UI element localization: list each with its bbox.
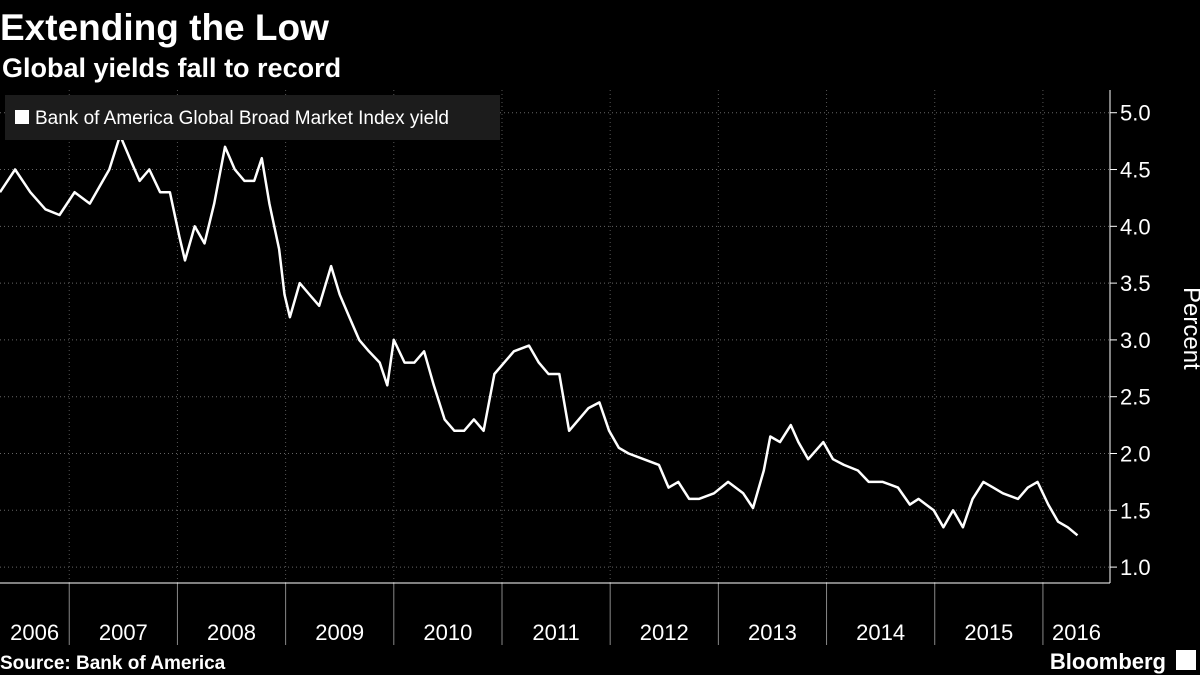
chart-title: Extending the Low	[0, 7, 329, 48]
x-tick-label: 2015	[964, 620, 1013, 645]
x-tick-label: 2016	[1052, 620, 1101, 645]
x-tick-label: 2009	[315, 620, 364, 645]
x-tick-label: 2011	[532, 620, 579, 645]
source: Source: Bank of America	[0, 653, 226, 674]
y-tick-label: 1.5	[1120, 498, 1151, 523]
chart-subtitle: Global yields fall to record	[2, 53, 341, 83]
x-tick-label: 2014	[856, 620, 905, 645]
y-tick-label: 1.0	[1120, 555, 1151, 580]
y-tick-label: 4.5	[1120, 158, 1151, 183]
legend-swatch	[15, 110, 29, 124]
y-tick-label: 2.5	[1120, 385, 1151, 410]
y-tick-label: 3.0	[1120, 328, 1151, 353]
y-tick-label: 5.0	[1120, 101, 1151, 126]
x-tick-label: 2008	[207, 620, 256, 645]
x-tick-label: 2010	[423, 620, 472, 645]
legend-box	[5, 95, 500, 140]
brand-icon	[1176, 650, 1196, 670]
series-line	[0, 134, 1079, 537]
legend-label: Bank of America Global Broad Market Inde…	[35, 108, 449, 129]
x-tick-label: 2006	[10, 620, 59, 645]
y-tick-label: 4.0	[1120, 214, 1151, 239]
brand: Bloomberg	[1050, 649, 1166, 674]
x-tick-label: 2013	[748, 620, 797, 645]
x-tick-label: 2007	[99, 620, 148, 645]
y-axis-label: Percent	[1178, 287, 1200, 370]
y-tick-label: 2.0	[1120, 442, 1151, 467]
y-tick-label: 3.5	[1120, 271, 1151, 296]
x-tick-label: 2012	[640, 620, 689, 645]
